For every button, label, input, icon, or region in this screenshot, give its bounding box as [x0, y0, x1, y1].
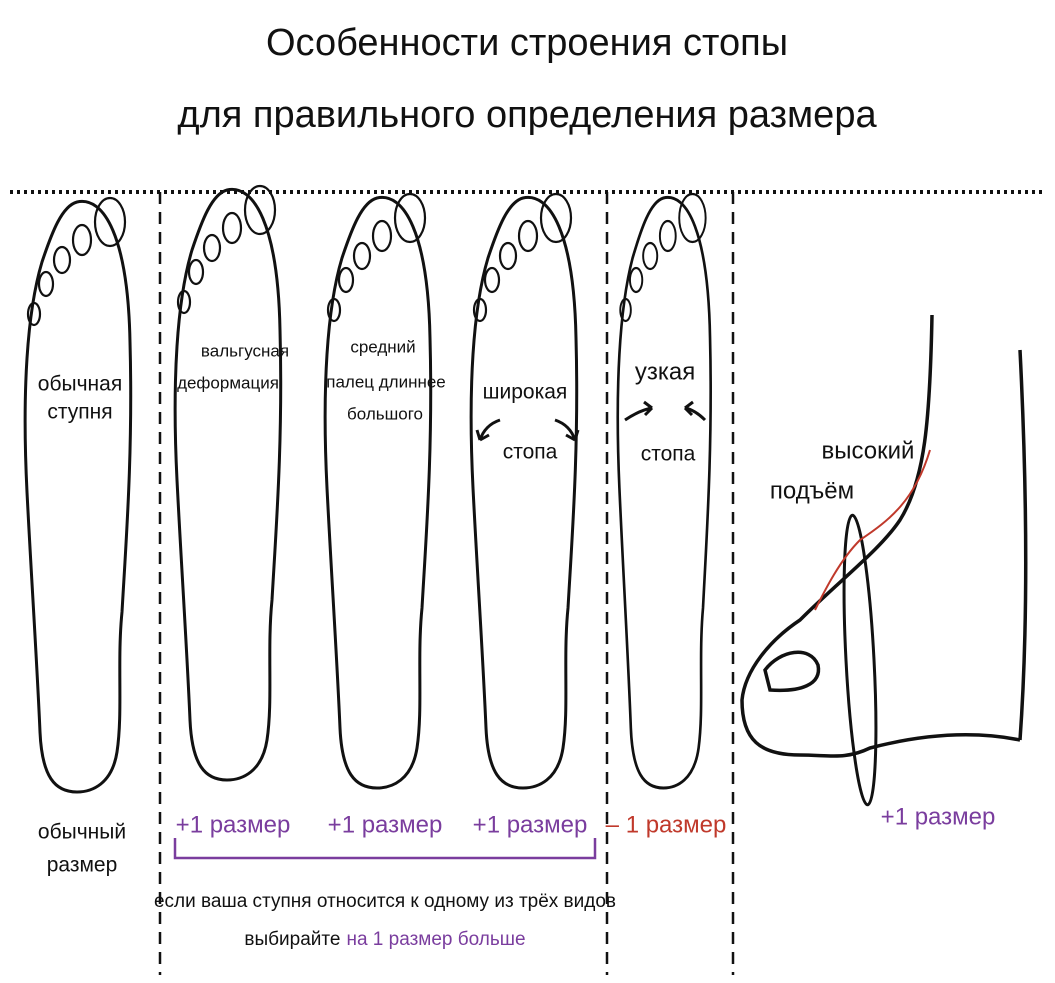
- size-label: +1 размер: [176, 811, 291, 838]
- foot-label: ступня: [47, 401, 112, 424]
- title-line: для правильного определения размера: [177, 94, 877, 136]
- note-text: выбирайте: [244, 929, 340, 950]
- instep-line: [814, 449, 931, 611]
- foot-label: обычная: [38, 373, 122, 396]
- title-line: Особенности строения стопы: [266, 22, 788, 64]
- note-highlight: на 1 размер больше: [346, 929, 525, 950]
- foot-label: узкая: [635, 358, 695, 385]
- size-label: обычный: [38, 821, 126, 844]
- arrows: [475, 400, 707, 442]
- foot-label: стопа: [503, 441, 558, 464]
- foot-label: широкая: [483, 381, 568, 404]
- foot-label: деформация: [177, 373, 279, 392]
- size-label: +1 размер: [328, 811, 443, 838]
- foot-label: вальгусная: [201, 341, 289, 360]
- size-label: +1 размер: [881, 803, 996, 830]
- dividers: [158, 192, 735, 975]
- side-foot: [740, 314, 1028, 807]
- size-label: размер: [47, 854, 118, 877]
- size-label: +1 размер: [473, 811, 588, 838]
- foot-label: высокий: [822, 437, 915, 464]
- foot-label: большого: [347, 404, 423, 423]
- foot-label: средний: [350, 337, 415, 356]
- foot-label: подъём: [770, 477, 854, 504]
- foot-label: стопа: [641, 443, 696, 466]
- note: выбирайте на 1 размер больше: [244, 929, 525, 950]
- note: если ваша ступня относится к одному из т…: [154, 891, 616, 912]
- foot-label: палец длиннее: [326, 372, 446, 391]
- size-label: – 1 размер: [606, 811, 727, 838]
- bracket: [173, 838, 597, 860]
